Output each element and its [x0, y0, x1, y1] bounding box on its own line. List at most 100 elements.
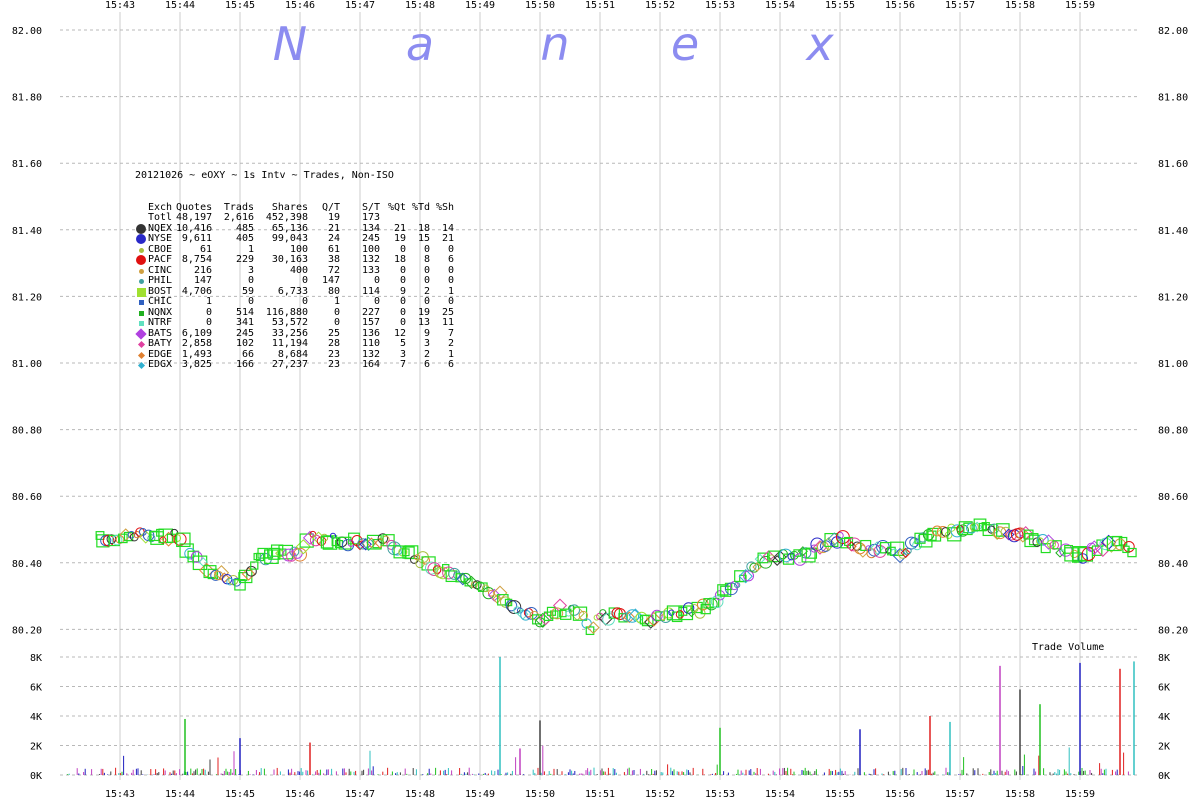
legend-cell: 136	[361, 327, 380, 339]
legend-cell: 452,398	[265, 212, 308, 223]
x-tick-label-top: 15:43	[105, 0, 135, 11]
legend-cell: Totl	[148, 212, 173, 223]
trade-marker	[532, 614, 543, 625]
trade-marker	[401, 548, 410, 557]
x-tick-label-top: 15:50	[525, 0, 555, 11]
legend-cell: 400	[289, 264, 308, 276]
legend-cell: 9,611	[181, 233, 212, 244]
trade-marker	[338, 536, 352, 550]
legend-cell: 11	[441, 317, 454, 328]
legend-row: PHIL 147 0 0 147 0 0 0 0	[135, 275, 454, 287]
trade-marker	[492, 585, 508, 601]
trade-marker	[551, 607, 564, 620]
trade-marker	[1018, 526, 1034, 541]
legend-row: NYSE 9,611 405 99,043 24 245 19 15 21	[135, 233, 454, 245]
price-tick-right: 81.60	[1158, 159, 1188, 170]
legend-cell: %Qt	[387, 201, 406, 213]
legend-cell: 0	[301, 296, 308, 307]
legend-cell: Exch	[148, 201, 173, 213]
trade-marker	[854, 542, 866, 555]
trade-marker	[286, 551, 297, 562]
x-tick-label-top: 15:51	[585, 0, 615, 11]
legend-cell: 0	[373, 296, 380, 307]
legend-cell: 25	[327, 327, 340, 339]
legend-marker-icon	[135, 328, 148, 340]
trade-marker	[404, 545, 419, 560]
trade-marker	[1055, 548, 1065, 558]
trade-marker	[487, 589, 495, 597]
legend-cell: 100	[289, 243, 308, 255]
legend-cell: 80	[327, 285, 340, 297]
legend-cell: 216	[193, 264, 212, 276]
trade-marker	[472, 580, 482, 590]
legend-cell: 9	[399, 285, 406, 297]
legend-cell: EDGX	[148, 359, 173, 370]
legend-cell: 7	[399, 359, 406, 370]
trade-marker	[241, 567, 256, 581]
trade-marker	[710, 595, 724, 609]
trade-marker	[513, 606, 522, 615]
volume-tick-left: 0K	[30, 771, 42, 782]
price-tick-left: 81.60	[12, 159, 42, 170]
x-tick-label-bottom: 15:52	[645, 789, 675, 800]
legend-cell: 166	[235, 359, 254, 370]
trade-marker	[966, 522, 977, 534]
price-tick-right: 81.40	[1158, 226, 1188, 237]
legend-cell: 25	[441, 306, 454, 318]
volume-tick-right: 0K	[1158, 771, 1170, 782]
price-tick-right: 80.80	[1158, 426, 1188, 437]
legend-marker-icon	[135, 255, 148, 266]
x-tick-label-top: 15:47	[345, 0, 375, 11]
trade-marker	[734, 581, 741, 589]
trade-marker	[565, 610, 572, 617]
trade-marker	[534, 617, 546, 628]
legend-cell: 134	[361, 222, 380, 234]
trade-marker	[253, 552, 261, 561]
legend-cell: 65,136	[271, 222, 308, 234]
trade-marker	[797, 546, 808, 557]
legend-cell: 61	[199, 243, 212, 255]
legend-cell: 53,572	[271, 317, 308, 328]
volume-tick-right: 4K	[1158, 712, 1170, 723]
legend-cell: 0	[447, 275, 454, 286]
trade-marker	[900, 547, 911, 559]
legend-cell: 0	[423, 296, 430, 307]
legend-cell: 18	[393, 254, 406, 265]
legend-marker-icon	[135, 360, 148, 370]
trade-marker	[958, 521, 973, 536]
x-tick-label-bottom: 15:46	[285, 789, 315, 800]
legend-cell: 23	[327, 348, 340, 360]
legend-cell: 132	[361, 254, 380, 265]
trade-marker	[686, 607, 697, 618]
volume-tick-left: 2K	[30, 742, 42, 753]
legend-cell: 27,237	[271, 359, 308, 370]
price-tick-left: 80.40	[12, 559, 42, 570]
legend-marker-icon	[135, 223, 148, 234]
price-tick-right: 81.20	[1158, 292, 1188, 303]
legend-cell: 4,706	[181, 285, 212, 297]
x-tick-label-bottom: 15:55	[825, 789, 855, 800]
legend-cell: 245	[235, 327, 254, 339]
x-tick-label-top: 15:58	[1005, 0, 1035, 11]
legend-cell: 227	[361, 306, 380, 318]
legend-cell: 2	[447, 338, 454, 349]
trade-marker	[569, 605, 585, 622]
legend-marker-icon	[135, 318, 148, 328]
trade-marker	[1049, 540, 1059, 550]
legend-cell: 100	[361, 243, 380, 255]
legend-cell: PACF	[148, 254, 173, 265]
trade-marker	[535, 612, 551, 628]
x-tick-label-top: 15:52	[645, 0, 675, 11]
x-tick-label-bottom: 15:45	[225, 789, 255, 800]
legend-cell: 61	[327, 243, 340, 255]
legend-cell: 110	[361, 338, 380, 349]
trade-marker	[646, 611, 662, 627]
chart-legend: 20121026 ~ eOXY ~ 1s Intv ~ Trades, Non-…	[135, 150, 454, 381]
legend-cell: 485	[235, 222, 254, 234]
trade-marker	[348, 532, 360, 545]
trade-marker	[190, 551, 203, 563]
legend-cell: 1	[333, 296, 340, 307]
trade-marker	[982, 524, 995, 537]
trade-marker	[1028, 534, 1040, 546]
x-tick-label-top: 15:59	[1065, 0, 1095, 11]
